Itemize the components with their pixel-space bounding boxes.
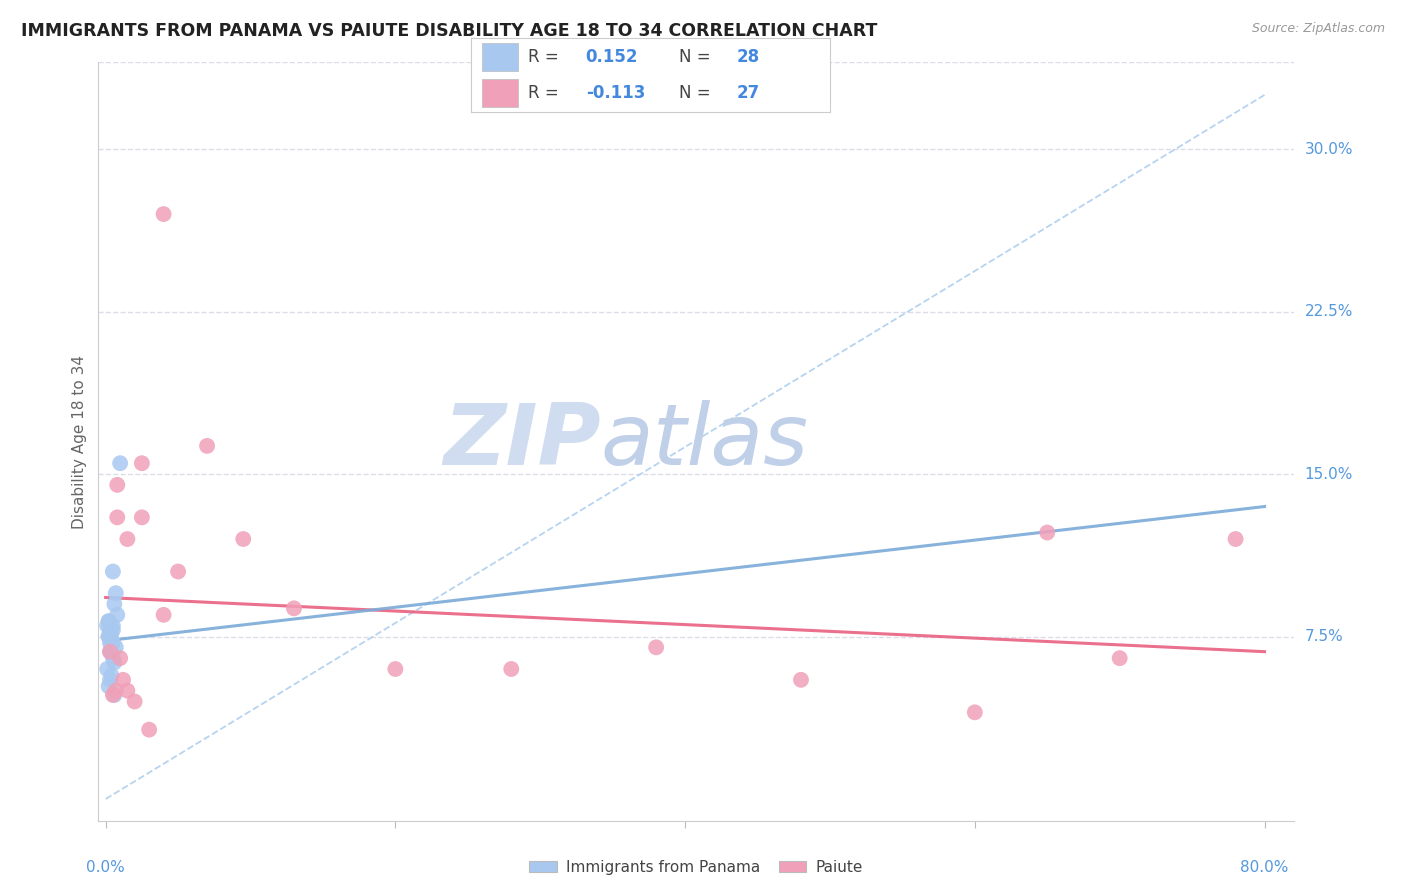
Text: IMMIGRANTS FROM PANAMA VS PAIUTE DISABILITY AGE 18 TO 34 CORRELATION CHART: IMMIGRANTS FROM PANAMA VS PAIUTE DISABIL… xyxy=(21,22,877,40)
Point xyxy=(105,510,128,524)
Point xyxy=(108,456,131,470)
Point xyxy=(100,625,122,640)
Point xyxy=(101,651,124,665)
Text: 30.0%: 30.0% xyxy=(1305,142,1353,157)
Text: 15.0%: 15.0% xyxy=(1305,467,1353,482)
Point xyxy=(152,607,174,622)
Point xyxy=(1225,532,1247,546)
Text: 80.0%: 80.0% xyxy=(1240,860,1289,874)
Text: -0.113: -0.113 xyxy=(586,84,645,103)
Point xyxy=(131,456,153,470)
Point xyxy=(105,607,128,622)
Point xyxy=(117,532,139,546)
Point xyxy=(501,662,523,676)
Point xyxy=(100,668,122,682)
Point xyxy=(103,656,125,670)
Text: ZIP: ZIP xyxy=(443,400,600,483)
Point xyxy=(98,645,121,659)
Point xyxy=(167,565,190,579)
Point xyxy=(124,694,146,708)
Point xyxy=(131,510,153,524)
Legend: Immigrants from Panama, Paiute: Immigrants from Panama, Paiute xyxy=(523,854,869,881)
Text: 28: 28 xyxy=(737,47,759,66)
Point xyxy=(98,636,121,650)
Text: R =: R = xyxy=(529,47,564,66)
Point xyxy=(101,636,124,650)
Point xyxy=(101,623,124,637)
Point xyxy=(152,207,174,221)
FancyBboxPatch shape xyxy=(482,43,517,70)
Point xyxy=(101,618,124,632)
Point xyxy=(96,662,118,676)
Text: atlas: atlas xyxy=(600,400,808,483)
Point xyxy=(645,640,668,655)
Point xyxy=(117,683,139,698)
Text: 7.5%: 7.5% xyxy=(1305,629,1343,644)
Point xyxy=(1108,651,1130,665)
Point xyxy=(97,630,120,644)
Point xyxy=(96,618,118,632)
Text: 0.0%: 0.0% xyxy=(86,860,125,874)
Text: N =: N = xyxy=(679,47,716,66)
Point xyxy=(100,632,122,646)
Text: 0.152: 0.152 xyxy=(586,47,638,66)
Point xyxy=(98,632,121,646)
Point xyxy=(105,478,128,492)
Point xyxy=(104,640,127,655)
Point xyxy=(104,586,127,600)
Point xyxy=(103,597,125,611)
Text: N =: N = xyxy=(679,84,716,103)
Point xyxy=(232,532,254,546)
Text: 27: 27 xyxy=(737,84,759,103)
Text: 22.5%: 22.5% xyxy=(1305,304,1353,319)
FancyBboxPatch shape xyxy=(482,79,517,107)
Y-axis label: Disability Age 18 to 34: Disability Age 18 to 34 xyxy=(72,354,87,529)
Point xyxy=(112,673,135,687)
Point xyxy=(101,565,124,579)
Point xyxy=(97,630,120,644)
Point xyxy=(108,651,131,665)
Point xyxy=(98,623,121,637)
Point xyxy=(97,679,120,693)
Point xyxy=(100,645,122,659)
Point xyxy=(104,683,127,698)
Point xyxy=(790,673,813,687)
Point xyxy=(963,706,986,720)
Point xyxy=(384,662,406,676)
Point xyxy=(103,688,125,702)
Point xyxy=(98,673,121,687)
Point xyxy=(98,645,121,659)
Point xyxy=(195,439,218,453)
Point xyxy=(1036,525,1059,540)
Point xyxy=(138,723,160,737)
Point xyxy=(101,688,124,702)
Point xyxy=(283,601,305,615)
Text: R =: R = xyxy=(529,84,564,103)
Text: Source: ZipAtlas.com: Source: ZipAtlas.com xyxy=(1251,22,1385,36)
Point xyxy=(97,615,120,629)
Point xyxy=(97,615,120,629)
